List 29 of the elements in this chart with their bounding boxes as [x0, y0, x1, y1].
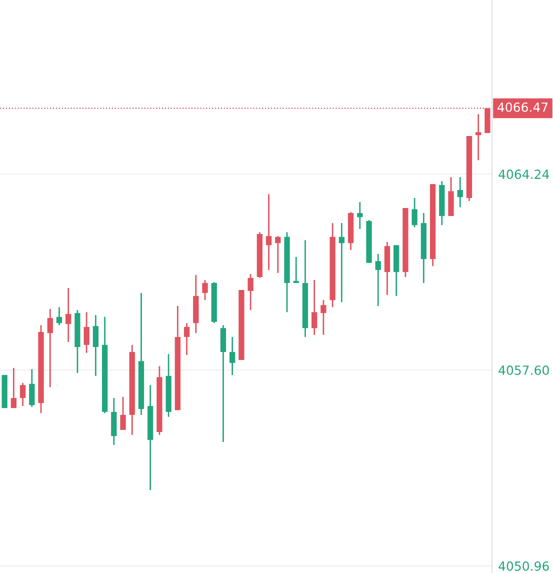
candlestick	[275, 235, 281, 274]
ref-line-label: 4066.47	[498, 102, 548, 112]
candlestick	[412, 197, 418, 228]
candlestick	[10, 367, 16, 409]
candlestick	[66, 287, 72, 343]
candlestick	[293, 256, 299, 284]
candlestick	[457, 176, 463, 208]
candlestick	[320, 299, 326, 336]
candlestick	[266, 193, 272, 271]
candlestick	[202, 279, 208, 301]
y-tick-label: 4057.60	[498, 365, 549, 375]
candlestick	[120, 396, 126, 431]
y-tick-label: 4064.24	[498, 170, 549, 180]
candlestick	[476, 113, 482, 161]
candlestick	[230, 336, 236, 376]
candlestick	[47, 308, 53, 388]
candlestick	[357, 201, 363, 230]
candlestick	[29, 368, 35, 408]
candlestick	[20, 382, 26, 407]
candlestick	[84, 311, 90, 354]
candlestick	[312, 279, 318, 336]
candlestick	[338, 222, 344, 303]
candlestick	[92, 314, 98, 377]
candlestick	[184, 322, 190, 356]
candlestick	[248, 273, 254, 311]
candlestick	[56, 306, 62, 326]
candlestick	[220, 324, 226, 443]
y-tick-label: 4050.96	[498, 561, 549, 571]
candlestick	[375, 253, 381, 307]
